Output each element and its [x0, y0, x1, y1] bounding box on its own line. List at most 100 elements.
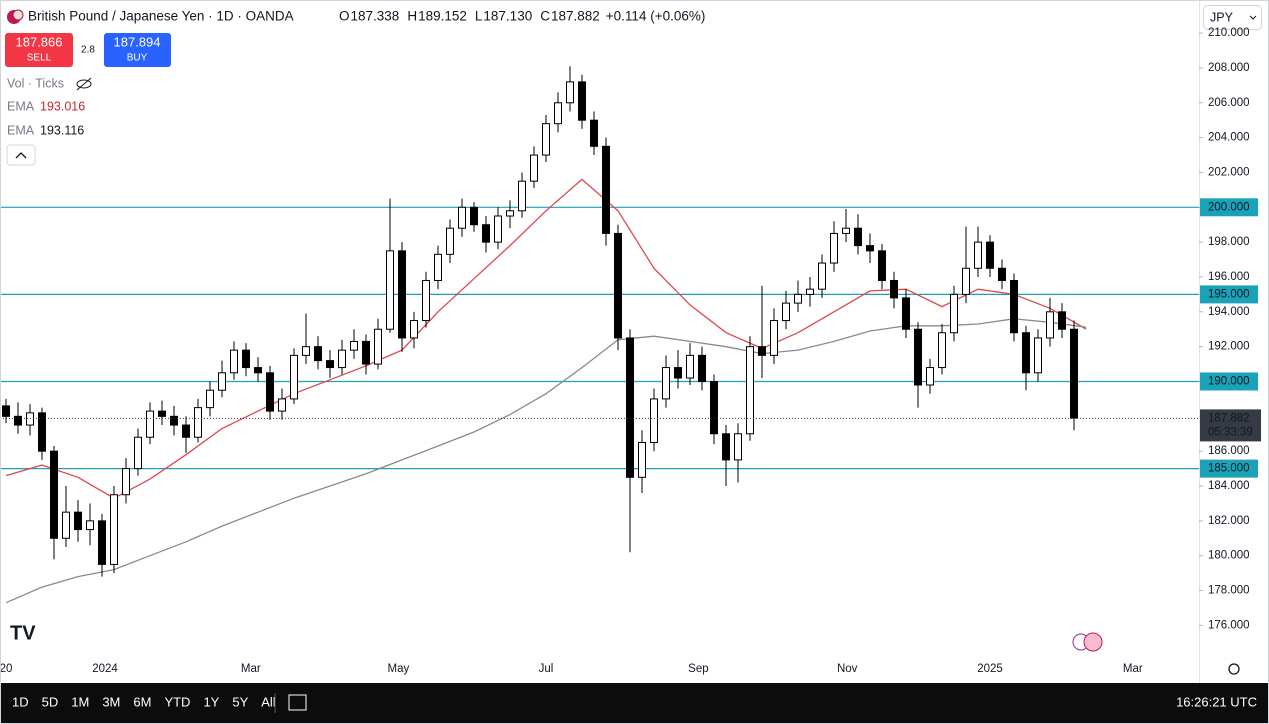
range-button[interactable]: All	[261, 694, 276, 709]
candle-body	[890, 279, 898, 299]
candle	[590, 111, 598, 156]
collapse-button[interactable]	[6, 144, 36, 166]
currency[interactable]: JPY	[1210, 10, 1234, 24]
range-button[interactable]: 1M	[71, 694, 89, 709]
candle-body	[326, 360, 334, 369]
range-button[interactable]: 5D	[42, 694, 59, 709]
candle	[566, 66, 574, 112]
calendar-icon[interactable]	[288, 694, 307, 711]
candle-body	[614, 232, 622, 339]
range-button[interactable]: 1Y	[203, 694, 219, 709]
sell-label[interactable]: SELL	[27, 53, 52, 64]
candle	[26, 404, 34, 436]
candle	[578, 74, 586, 129]
ohlc-value: 189.152	[418, 9, 467, 24]
candle-body	[530, 154, 538, 182]
y-tick-label: 192.000	[1208, 341, 1250, 353]
candle	[710, 374, 718, 445]
candle-body	[710, 381, 718, 435]
x-tick-label: May	[388, 663, 410, 675]
candle	[1046, 297, 1054, 347]
candle-body	[98, 520, 106, 565]
candle-body	[62, 511, 70, 539]
candle	[914, 322, 922, 408]
candle-body	[578, 81, 586, 121]
candle	[938, 324, 946, 375]
candle-body	[962, 267, 970, 295]
buy-button[interactable]	[104, 33, 171, 67]
event-icon[interactable]	[1083, 632, 1103, 652]
candle	[974, 226, 982, 277]
ohlc-value: 187.882	[551, 9, 600, 24]
legend-value: 193.116	[40, 123, 84, 137]
candle	[398, 242, 406, 352]
candle-body	[674, 367, 682, 379]
candle	[38, 407, 46, 460]
candle-body	[554, 102, 562, 125]
x-tick-label: Nov	[837, 663, 858, 675]
range-button[interactable]: YTD	[164, 694, 190, 709]
buy-label[interactable]: BUY	[127, 53, 148, 64]
plot-area	[0, 66, 1199, 604]
level-label-box	[1200, 198, 1258, 217]
candle-body	[2, 405, 10, 417]
candle	[686, 343, 694, 385]
currency-select[interactable]	[1203, 5, 1262, 30]
candle-body	[638, 441, 646, 478]
range-button[interactable]: 6M	[133, 694, 151, 709]
candle	[806, 276, 814, 307]
legend-name[interactable]: EMA	[7, 99, 35, 113]
range-button[interactable]: 1D	[12, 694, 29, 709]
candle	[794, 280, 802, 312]
x-tick-label: Mar	[241, 663, 261, 675]
candle	[326, 350, 334, 379]
volume-indicator[interactable]: Vol · Ticks	[7, 76, 64, 90]
candle-body	[506, 210, 514, 217]
ohlc-key: O	[339, 9, 350, 24]
candle-body	[950, 293, 958, 334]
candle	[1034, 329, 1042, 382]
candle	[98, 513, 106, 577]
candle-body	[50, 450, 58, 539]
ohlc-key: H	[407, 9, 417, 24]
candle	[290, 348, 298, 405]
candle	[1010, 273, 1018, 342]
y-tick-label: 176.000	[1208, 619, 1250, 631]
change: +0.114 (+0.06%)	[606, 9, 706, 24]
candle	[218, 360, 226, 398]
hide-icon[interactable]	[76, 77, 92, 91]
buy-price[interactable]: 187.894	[114, 34, 161, 49]
candle	[470, 202, 478, 232]
candle-body	[482, 224, 490, 243]
candle	[110, 486, 118, 574]
legend-name[interactable]: EMA	[7, 123, 35, 137]
candle-body	[974, 241, 982, 269]
range-button[interactable]: 3M	[102, 694, 120, 709]
candle-body	[254, 367, 262, 374]
candle-body	[134, 436, 142, 470]
candle-body	[278, 398, 286, 412]
candle	[542, 114, 550, 163]
x-tick-label: Sep	[688, 663, 708, 675]
sell-button[interactable]	[5, 33, 73, 67]
candle	[830, 221, 838, 272]
candle	[314, 336, 322, 370]
candle-body	[1022, 332, 1030, 374]
candle-body	[770, 320, 778, 356]
candle-body	[818, 262, 826, 290]
candle	[626, 329, 634, 553]
candle-body	[590, 119, 598, 147]
candle-body	[938, 332, 946, 369]
candle	[338, 339, 346, 375]
candle	[206, 381, 214, 417]
candle-body	[902, 297, 910, 330]
candle	[350, 329, 358, 359]
ohlc-key: L	[475, 9, 483, 24]
candle	[194, 398, 202, 443]
sell-price[interactable]: 187.866	[16, 34, 63, 49]
level-label: 190.000	[1208, 376, 1250, 388]
range-button[interactable]: 5Y	[232, 694, 248, 709]
candle	[698, 346, 706, 391]
settings-icon[interactable]	[1228, 663, 1240, 675]
